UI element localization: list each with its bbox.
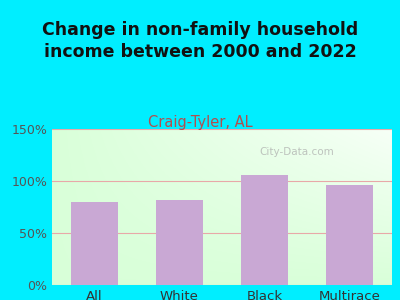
Bar <box>71 202 118 285</box>
Bar <box>241 175 288 285</box>
Bar <box>156 200 203 285</box>
Bar <box>326 185 373 285</box>
Text: City-Data.com: City-Data.com <box>260 147 334 158</box>
Text: Craig-Tyler, AL: Craig-Tyler, AL <box>148 116 252 130</box>
Text: Change in non-family household
income between 2000 and 2022: Change in non-family household income be… <box>42 21 358 61</box>
